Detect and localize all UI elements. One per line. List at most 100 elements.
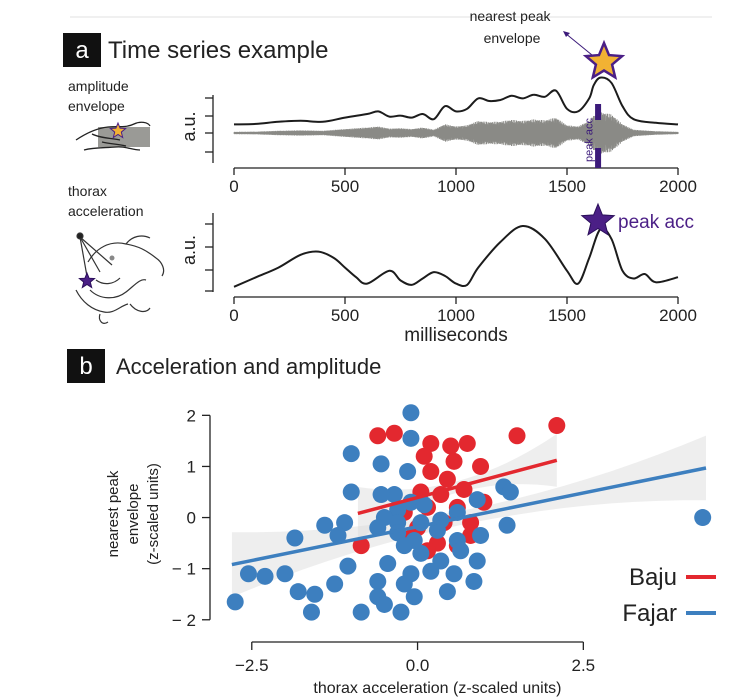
peak-acc-small-label: peak acc — [584, 117, 596, 162]
baju-point — [548, 417, 566, 435]
fajar-point — [289, 583, 307, 601]
x-tick-label: 0 — [229, 177, 238, 196]
x-tick-label: 0 — [229, 306, 238, 325]
label-amplitude-line2: envelope — [68, 98, 125, 114]
scatter-y-axis-label: envelope — [125, 484, 142, 545]
baju-point — [369, 427, 387, 445]
fajar-point — [428, 521, 446, 539]
fajar-point — [226, 593, 244, 611]
panel-b-badge — [67, 349, 105, 383]
scatter-x-axis-label: thorax acceleration (z-scaled units) — [313, 680, 561, 697]
scatter-y-tick-label: 0 — [187, 509, 196, 528]
baju-point — [472, 457, 490, 475]
peak-marker-lower — [595, 148, 602, 168]
x-tick-label: 1500 — [548, 306, 586, 325]
baju-point — [458, 434, 476, 452]
panel-b-title: Acceleration and amplitude — [116, 354, 381, 379]
fajar-point — [422, 562, 440, 580]
fajar-point — [405, 588, 423, 606]
baju-point — [442, 437, 460, 455]
fajar-point — [501, 483, 519, 501]
fajar-point — [316, 516, 334, 534]
acc-peak-star-icon — [580, 202, 616, 236]
fajar-point — [369, 572, 387, 590]
acc-peak-star — [580, 202, 616, 236]
envelope-line — [233, 76, 679, 126]
fajar-point — [412, 544, 430, 562]
legend-label-fajar: Fajar — [622, 600, 677, 627]
baju-fit-line — [357, 458, 558, 516]
baju-point — [445, 452, 463, 470]
label-thorax-acceleration: thorax acceleration — [68, 183, 144, 219]
x-tick-label: 1000 — [437, 306, 475, 325]
fajar-point — [256, 567, 274, 585]
panel-a-badge — [63, 33, 101, 67]
scatter-x-tick-label: 0.0 — [406, 656, 430, 675]
x-axis-label: milliseconds — [404, 325, 507, 346]
panel-a-title: Time series example — [108, 37, 329, 64]
envelope-peak-star-icon — [582, 39, 626, 81]
legend-label-baju: Baju — [629, 564, 677, 591]
hand-illustration — [75, 121, 151, 151]
fajar-point — [415, 496, 433, 514]
annotation-arrow — [564, 32, 593, 56]
fajar-point — [452, 542, 470, 560]
fajar-point — [385, 486, 403, 504]
fajar-point — [468, 491, 486, 509]
x-tick-label: 1000 — [437, 177, 475, 196]
fajar-point — [239, 565, 257, 583]
acceleration-line — [233, 224, 679, 288]
x-tick-label: 2000 — [659, 306, 697, 325]
panel-b-letter: b — [79, 353, 92, 380]
scatter-y-tick-label: − 2 — [172, 611, 196, 630]
scatter-x-tick-label: −2.5 — [235, 656, 269, 675]
scatter-y-tick-label: − 1 — [172, 560, 196, 579]
baju-point — [385, 424, 403, 442]
baju-point — [438, 470, 456, 488]
time-series-acceleration-plot: a.u. 0 500 1000 1500 2000 milliseconds — [179, 213, 697, 346]
acc-star-small — [78, 271, 96, 289]
fajar-point — [392, 603, 410, 621]
scatter-y-tick-label: 1 — [187, 457, 196, 476]
legend-box — [600, 552, 750, 634]
scatter-x-tick-label: 2.5 — [572, 656, 596, 675]
acc-star-icon — [78, 271, 96, 289]
x-tick-label: 1500 — [548, 177, 586, 196]
fajar-point — [372, 455, 390, 473]
y-axis-label: a.u. — [179, 235, 199, 265]
monkey-illustration — [75, 232, 165, 324]
fajar-point — [445, 565, 463, 583]
scatter-y-axis-label: nearest peak — [105, 470, 122, 557]
envelope-star-icon — [109, 121, 127, 139]
baju-point — [422, 463, 440, 481]
baju-point — [415, 447, 433, 465]
fajar-point — [286, 529, 304, 547]
annotation-nearest-peak: nearest peak envelope — [470, 8, 555, 46]
envelope-star-small — [109, 121, 127, 139]
x-tick-label: 500 — [331, 306, 359, 325]
annotation-peak-acc: peak acc — [618, 212, 694, 233]
baju-point — [422, 434, 440, 452]
fajar-point — [276, 565, 294, 583]
fajar-point — [465, 572, 483, 590]
time-series-envelope-plot: a.u. 0 500 1000 1500 2000 peak acc — [179, 76, 697, 196]
x-tick-label: 500 — [331, 177, 359, 196]
scatter-plot: 2 1 0 − 1 − 2 −2.5 0.0 2.5 thorax acceleration (… — [105, 404, 750, 697]
fajar-point — [302, 603, 320, 621]
fajar-point — [402, 429, 420, 447]
label-thorax-line1: thorax — [68, 183, 107, 199]
fajar-point — [379, 555, 397, 573]
scatter-y-tick-label: 2 — [187, 406, 196, 425]
fajar-point — [352, 603, 370, 621]
annotation-nearest-peak-line2: envelope — [484, 30, 541, 46]
fajar-point — [369, 519, 387, 537]
fajar-point — [342, 445, 360, 463]
fajar-point — [438, 583, 456, 601]
fajar-point — [336, 514, 354, 532]
annotation-arrow-head — [563, 31, 570, 37]
fajar-point — [468, 552, 486, 570]
fajar-point — [306, 585, 324, 603]
envelope-peak-star — [582, 39, 626, 81]
x-tick-label: 2000 — [659, 177, 697, 196]
